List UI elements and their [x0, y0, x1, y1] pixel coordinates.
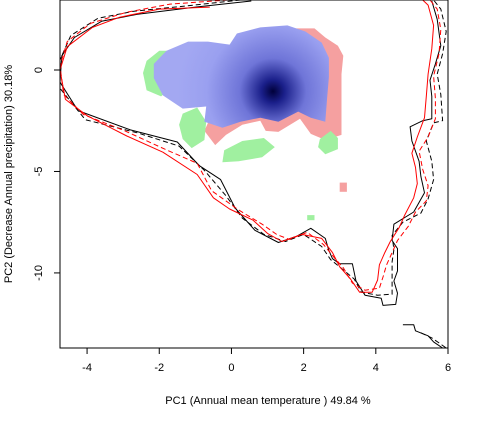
contour-line-8 — [60, 0, 442, 291]
y-axis: 0 -5 -10 — [33, 67, 60, 281]
contour-line-3 — [60, 0, 442, 306]
plot-frame — [59, 0, 449, 349]
x-tick-label: -4 — [82, 362, 92, 374]
niche-region-1-4 — [307, 215, 315, 221]
contour-line-6 — [420, 332, 447, 348]
x-tick-label: 2 — [301, 362, 307, 374]
overlap-density-region-2-0 — [153, 25, 329, 128]
x-axis: -4 -2 0 2 4 6 — [82, 348, 451, 374]
contour-line-7 — [60, 0, 435, 293]
x-tick-label: 4 — [373, 362, 379, 374]
niche-region-1-3 — [318, 130, 338, 155]
environment-contours — [60, 0, 447, 348]
x-tick-label: 6 — [445, 362, 451, 374]
plot-area — [60, 0, 447, 348]
niche-regions — [143, 25, 347, 221]
x-tick-label: -2 — [154, 362, 164, 374]
niche-region-1-2 — [222, 138, 275, 163]
x-tick-label: 0 — [228, 362, 234, 374]
y-axis-title: PC2 (Decrease Annual precipitation) 30.1… — [3, 65, 15, 284]
y-tick-label: 0 — [33, 67, 45, 73]
niche-region-0-1 — [339, 182, 347, 192]
y-tick-label: -5 — [33, 167, 45, 177]
y-tick-label: -10 — [33, 265, 45, 281]
contour-line-5 — [402, 324, 443, 348]
niche-region-1-1 — [179, 107, 207, 149]
x-axis-title: PC1 (Annual mean temperature ) 49.84 % — [165, 395, 371, 407]
